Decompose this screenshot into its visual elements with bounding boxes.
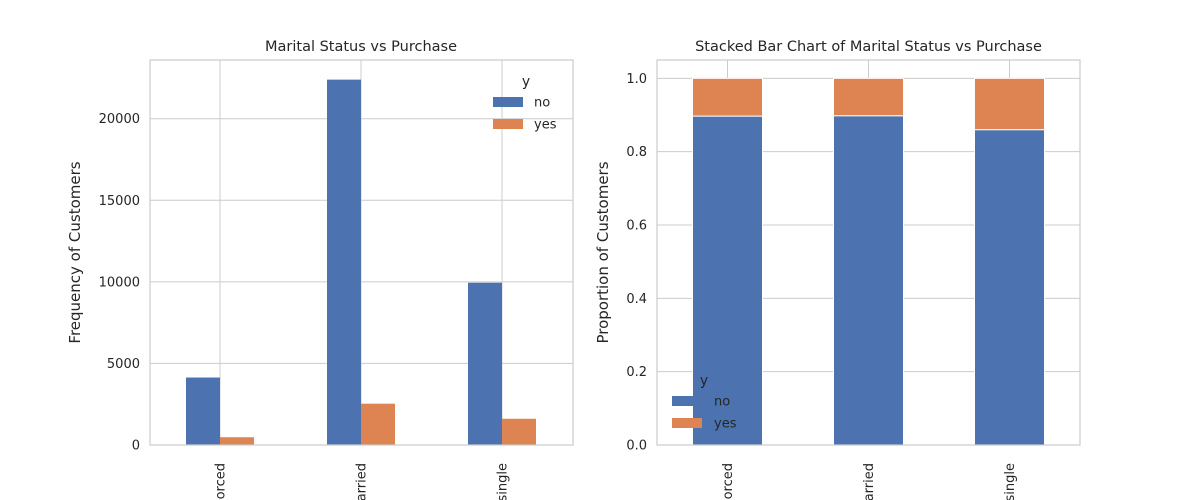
chart-proportion-xtick-label: single — [1003, 463, 1018, 500]
chart-proportion-legend-label-yes: yes — [714, 417, 737, 432]
chart-frequency-legend-label-no: no — [534, 96, 550, 111]
chart-proportion-ytick-label: 1.0 — [626, 72, 647, 87]
chart-frequency-bar-yes-divorced — [220, 437, 254, 445]
chart-proportion-xtick-label: arried — [862, 463, 877, 500]
chart-frequency: Marital Status vs Purchase 0 5000 10000 150… — [66, 39, 574, 500]
chart-proportion-ytick-label: 0.0 — [626, 439, 647, 454]
chart-frequency-xtick-label: arried — [355, 463, 370, 500]
chart-frequency-legend-swatch-yes — [493, 119, 523, 129]
chart-proportion-legend-title: y — [700, 373, 708, 389]
chart-proportion-bar-yes-divorced — [692, 77, 763, 117]
chart-frequency-xtick-label: single — [496, 463, 511, 500]
chart-frequency-ytick-label: 10000 — [99, 275, 140, 290]
chart-proportion-bars — [692, 77, 1045, 446]
chart-proportion-xticks: orced arried single — [721, 463, 1018, 500]
chart-proportion-bar-no-married — [833, 115, 904, 446]
chart-frequency-xticks: orced arried single — [214, 463, 511, 500]
chart-proportion: Stacked Bar Chart of Marital Status vs P… — [594, 39, 1081, 500]
chart-frequency-bar-no-married — [327, 79, 361, 445]
chart-proportion-ytick-label: 0.4 — [626, 292, 647, 307]
chart-frequency-ytick-label: 5000 — [107, 357, 140, 372]
chart-proportion-bar-yes-single — [974, 77, 1045, 131]
chart-proportion-frame — [656, 59, 1081, 446]
chart-proportion-legend-swatch-yes — [672, 418, 702, 428]
chart-proportion-xtick-label: orced — [721, 463, 736, 499]
chart-frequency-ytick-label: 20000 — [99, 112, 140, 127]
chart-proportion-bar-no-single — [974, 129, 1045, 446]
chart-frequency-bar-no-single — [468, 282, 502, 445]
chart-proportion-bar-no-divorced — [692, 115, 763, 446]
chart-frequency-bar-yes-single — [502, 418, 536, 445]
chart-frequency-title: Marital Status vs Purchase — [265, 39, 457, 55]
chart-frequency-legend-label-yes: yes — [534, 118, 557, 133]
chart-proportion-yticks: 0.0 0.2 0.4 0.6 0.8 1.0 — [626, 72, 647, 454]
chart-proportion-ytick-label: 0.8 — [626, 145, 647, 160]
chart-frequency-bar-no-divorced — [186, 377, 220, 445]
chart-proportion-legend-swatch-no — [672, 396, 702, 406]
chart-proportion-legend: y no yes — [672, 373, 737, 432]
chart-frequency-bar-yes-married — [361, 403, 395, 445]
chart-proportion-ytick-label: 0.2 — [626, 365, 647, 380]
chart-proportion-legend-label-no: no — [714, 395, 730, 410]
chart-proportion-title: Stacked Bar Chart of Marital Status vs P… — [695, 39, 1042, 55]
chart-frequency-frame — [149, 59, 574, 446]
chart-proportion-bar-yes-married — [833, 77, 904, 117]
chart-frequency-yticks: 0 5000 10000 15000 20000 — [99, 112, 140, 453]
chart-proportion-ylabel: Proportion of Customers — [594, 161, 612, 343]
chart-frequency-ytick-label: 0 — [132, 439, 140, 454]
chart-proportion-ytick-label: 0.6 — [626, 219, 647, 234]
chart-frequency-legend-title: y — [522, 74, 530, 90]
chart-frequency-legend-swatch-no — [493, 97, 523, 107]
chart-frequency-bars — [186, 79, 536, 445]
chart-frequency-ylabel: Frequency of Customers — [66, 161, 84, 343]
chart-frequency-ytick-label: 15000 — [99, 194, 140, 209]
chart-frequency-xtick-label: orced — [214, 463, 229, 499]
chart-frequency-legend: y no yes — [493, 74, 557, 133]
